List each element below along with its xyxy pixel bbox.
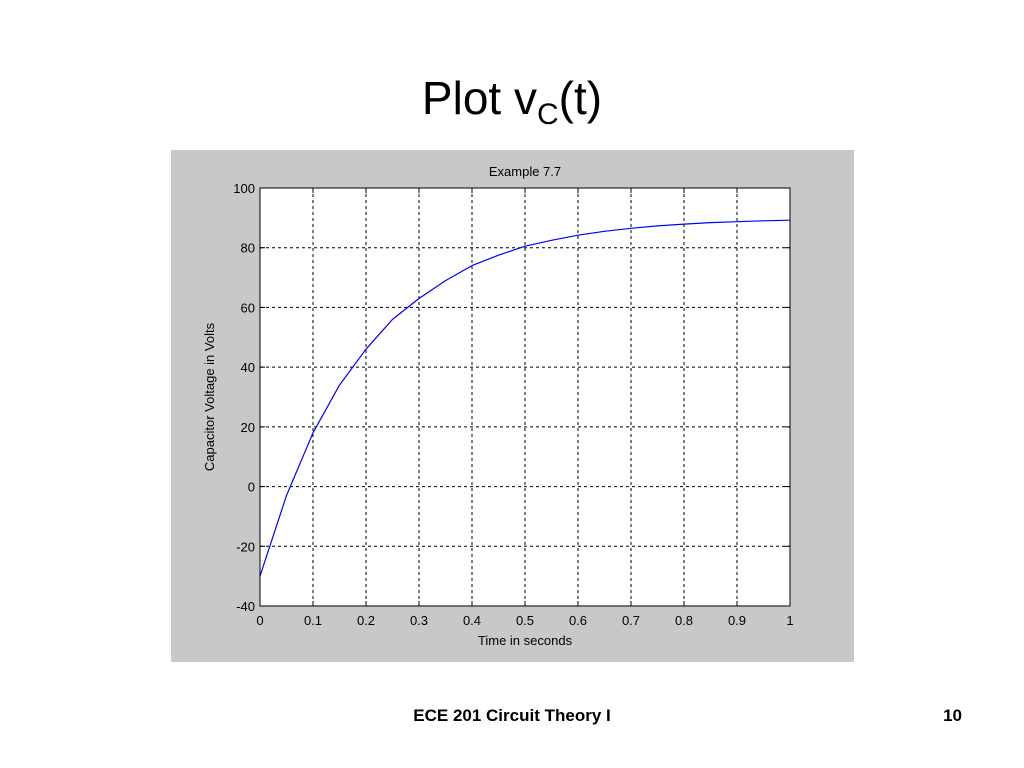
- page-number: 10: [943, 706, 962, 725]
- y-tick-labels: -40 -20 0 20 40 60 80 100: [233, 181, 255, 614]
- y-tick-label: 100: [233, 181, 255, 196]
- line-chart: 0 0.1 0.2 0.3 0.4 0.5 0.6 0.7 0.8 0.9 1 -40 -20 0 20 4…: [202, 164, 794, 648]
- x-tick-label: 0.7: [622, 613, 640, 628]
- slide-title-subscript: C: [536, 98, 559, 131]
- series-line: [259, 219, 791, 577]
- y-tick-label: -20: [236, 539, 255, 554]
- y-tick-label: 0: [248, 480, 255, 495]
- footer-course: ECE 201 Circuit Theory I: [413, 706, 611, 725]
- x-tick-label: 0.2: [357, 613, 375, 628]
- series-layer: [259, 219, 791, 577]
- x-tick-label: 0.1: [304, 613, 322, 628]
- y-tick-label: 60: [241, 300, 255, 315]
- x-tick-label: 0.8: [675, 613, 693, 628]
- y-tick-label: 80: [241, 241, 255, 256]
- x-tick-label: 0: [256, 613, 263, 628]
- x-tick-label: 0.6: [569, 613, 587, 628]
- y-tick-label: 40: [241, 360, 255, 375]
- grid-lines: [260, 188, 790, 606]
- tick-marks: [259, 187, 791, 607]
- x-tick-label: 1: [786, 613, 793, 628]
- x-tick-label: 0.5: [516, 613, 534, 628]
- x-tick-label: 0.9: [728, 613, 746, 628]
- x-axis-label: Time in seconds: [478, 633, 573, 648]
- y-axis-label: Capacitor Voltage in Volts: [202, 322, 217, 471]
- slide-title-main: Plot v: [421, 72, 537, 124]
- slide-title-tail: (t): [558, 72, 603, 124]
- slide-title: Plot vC(t): [0, 68, 1024, 131]
- x-tick-labels: 0 0.1 0.2 0.3 0.4 0.5 0.6 0.7 0.8 0.9 1: [256, 613, 793, 628]
- figure-frame: 0 0.1 0.2 0.3 0.4 0.5 0.6 0.7 0.8 0.9 1 -40 -20 0 20 4…: [171, 150, 854, 662]
- x-tick-label: 0.4: [463, 613, 481, 628]
- chart-title: Example 7.7: [489, 164, 561, 179]
- y-tick-label: 20: [241, 420, 255, 435]
- y-tick-label: -40: [236, 599, 255, 614]
- x-tick-label: 0.3: [410, 613, 428, 628]
